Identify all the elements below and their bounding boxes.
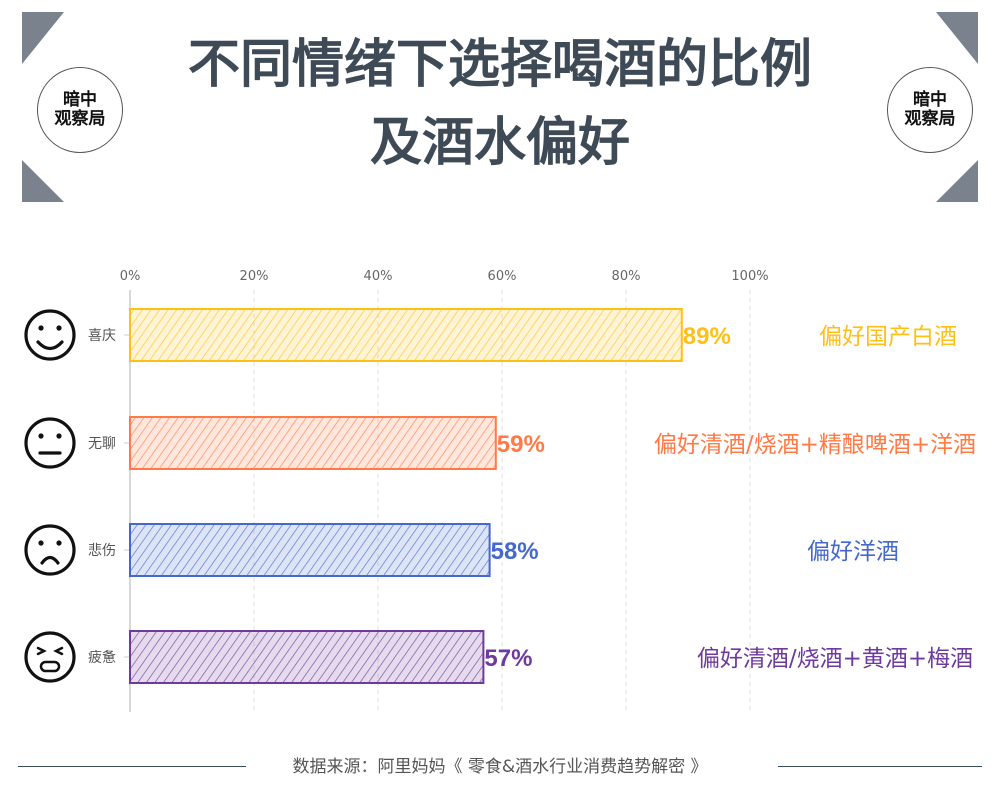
face-outline: [24, 309, 76, 361]
page-title: 不同情绪下选择喝酒的比例 及酒水偏好: [130, 30, 870, 178]
title-line-2: 及酒水偏好: [369, 113, 630, 173]
eye: [56, 540, 62, 546]
bar: [129, 523, 491, 577]
mouth: [36, 340, 64, 351]
sad-face-icon: [24, 524, 76, 576]
preference-label: 偏好清酒/烧酒+黄酒+梅酒: [697, 646, 973, 672]
logo-text: 暗中: [913, 90, 947, 110]
eye: [38, 433, 44, 439]
category-label: 疲惫: [88, 649, 116, 666]
data-label: 58%: [491, 538, 539, 565]
eye: [56, 433, 62, 439]
x-tick-label: 40%: [364, 269, 393, 284]
data-label: 57%: [484, 645, 532, 672]
logo-text: 观察局: [904, 109, 956, 129]
x-tick-label: 0%: [120, 269, 141, 284]
category-label: 悲伤: [88, 542, 116, 559]
tired-face-icon: [24, 631, 76, 683]
face-outline: [24, 524, 76, 576]
preference-label: 偏好国产白酒: [819, 324, 957, 350]
x-tick-label: 60%: [488, 269, 517, 284]
eye: [38, 540, 44, 546]
x-tick-label: 20%: [240, 269, 269, 284]
face-outline: [24, 631, 76, 683]
divider: [778, 766, 982, 767]
corner-decoration: [936, 160, 978, 202]
category-label: 无聊: [88, 436, 116, 452]
eye: [53, 646, 64, 656]
corner-decoration: [22, 12, 64, 64]
logo-text: 暗中: [63, 90, 97, 110]
divider: [18, 766, 246, 767]
bar: [129, 308, 683, 362]
data-label: 89%: [683, 323, 731, 350]
neutral-face-icon: [24, 417, 76, 469]
preference-label: 偏好清酒/烧酒+精酿啤酒+洋酒: [654, 432, 976, 458]
bar: [129, 630, 485, 684]
corner-decoration: [936, 12, 978, 64]
logo-right: 暗中 观察局: [887, 67, 973, 153]
eye: [38, 325, 44, 331]
eye: [36, 646, 47, 656]
mouth: [40, 555, 60, 565]
source-note: 数据来源：阿里妈妈《 零食&酒水行业消费趋势解密 》: [292, 757, 708, 777]
bar: [129, 416, 497, 470]
category-label: 喜庆: [88, 328, 116, 344]
face-outline: [24, 417, 76, 469]
x-tick-label: 100%: [731, 269, 768, 284]
title-line-1: 不同情绪下选择喝酒的比例: [187, 35, 812, 95]
corner-decoration: [22, 160, 64, 202]
smile-face-icon: [24, 309, 76, 361]
logo-text: 观察局: [54, 109, 106, 129]
eye: [56, 325, 62, 331]
preference-label: 偏好洋酒: [807, 539, 899, 565]
mouth: [39, 660, 61, 673]
logo-left: 暗中 观察局: [37, 67, 123, 153]
x-tick-label: 80%: [612, 269, 641, 284]
data-label: 59%: [497, 431, 545, 458]
